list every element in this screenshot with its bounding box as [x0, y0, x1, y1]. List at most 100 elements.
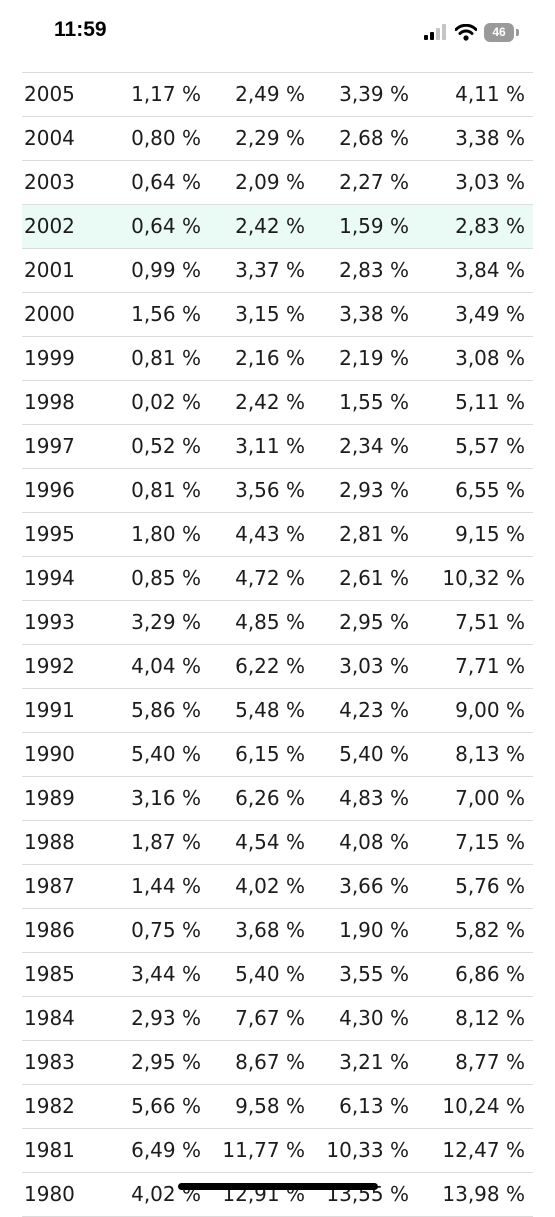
rate-cell-2: 5,48 % [235, 698, 305, 722]
rate-cell-4: 4,11 % [455, 82, 525, 106]
table-row: 1987 1,44 % 4,02 % 3,66 % 5,76 % [22, 865, 533, 909]
rate-cell-3: 2,34 % [339, 434, 409, 458]
year-cell: 1986 [24, 918, 75, 942]
rate-cell-2: 5,40 % [235, 962, 305, 986]
rate-cell-3: 2,83 % [339, 258, 409, 282]
year-cell: 1987 [24, 874, 75, 898]
rate-cell-1: 1,56 % [131, 302, 201, 326]
rate-cell-3: 2,19 % [339, 346, 409, 370]
table-body: 2005 1,17 % 2,49 % 3,39 % 4,11 % 2004 0,80 % 2,… [22, 73, 533, 1217]
rate-cell-3: 6,13 % [339, 1094, 409, 1118]
rate-cell-1: 2,95 % [131, 1050, 201, 1074]
year-cell: 1995 [24, 522, 75, 546]
rate-cell-4: 6,55 % [455, 478, 525, 502]
table-row: 1990 5,40 % 6,15 % 5,40 % 8,13 % [22, 733, 533, 777]
wifi-icon [455, 23, 477, 41]
rate-cell-4: 2,83 % [455, 214, 525, 238]
year-cell: 1984 [24, 1006, 75, 1030]
rate-cell-3: 5,40 % [339, 742, 409, 766]
rate-cell-1: 4,04 % [131, 654, 201, 678]
status-time: 11:59 [54, 18, 107, 41]
rate-cell-1: 5,66 % [131, 1094, 201, 1118]
rate-cell-1: 3,44 % [131, 962, 201, 986]
rate-cell-4: 10,24 % [442, 1094, 525, 1118]
table-top-divider [22, 72, 533, 73]
rate-cell-4: 8,13 % [455, 742, 525, 766]
rate-cell-1: 0,85 % [131, 566, 201, 590]
rate-cell-1: 0,75 % [131, 918, 201, 942]
rate-cell-3: 1,59 % [339, 214, 409, 238]
rate-cell-3: 3,66 % [339, 874, 409, 898]
rate-cell-2: 9,58 % [235, 1094, 305, 1118]
rate-cell-3: 10,33 % [326, 1138, 409, 1162]
year-cell: 2000 [24, 302, 75, 326]
table-row: 1996 0,81 % 3,56 % 2,93 % 6,55 % [22, 469, 533, 513]
year-cell: 1988 [24, 830, 75, 854]
table-row: 1992 4,04 % 6,22 % 3,03 % 7,71 % [22, 645, 533, 689]
rate-cell-4: 8,12 % [455, 1006, 525, 1030]
year-cell: 1989 [24, 786, 75, 810]
table-row: 1989 3,16 % 6,26 % 4,83 % 7,00 % [22, 777, 533, 821]
rate-cell-3: 1,55 % [339, 390, 409, 414]
rate-cell-4: 3,03 % [455, 170, 525, 194]
table-row: 1986 0,75 % 3,68 % 1,90 % 5,82 % [22, 909, 533, 953]
rate-cell-4: 9,00 % [455, 698, 525, 722]
year-cell: 2003 [24, 170, 75, 194]
rate-cell-4: 5,11 % [455, 390, 525, 414]
rate-cell-1: 6,49 % [131, 1138, 201, 1162]
table-row: 1997 0,52 % 3,11 % 2,34 % 5,57 % [22, 425, 533, 469]
rate-cell-4: 13,98 % [442, 1182, 525, 1206]
rate-cell-2: 6,22 % [235, 654, 305, 678]
rate-cell-4: 3,08 % [455, 346, 525, 370]
rate-cell-2: 2,42 % [235, 390, 305, 414]
year-cell: 2001 [24, 258, 75, 282]
cellular-signal-icon [424, 24, 446, 40]
table-row: 1985 3,44 % 5,40 % 3,55 % 6,86 % [22, 953, 533, 997]
year-cell: 1982 [24, 1094, 75, 1118]
table-row: 1988 1,87 % 4,54 % 4,08 % 7,15 % [22, 821, 533, 865]
table-row: 2000 1,56 % 3,15 % 3,38 % 3,49 % [22, 293, 533, 337]
rate-cell-2: 4,72 % [235, 566, 305, 590]
year-cell: 1992 [24, 654, 75, 678]
rate-cell-4: 3,49 % [455, 302, 525, 326]
rate-cell-2: 2,29 % [235, 126, 305, 150]
rate-cell-4: 7,15 % [455, 830, 525, 854]
rate-cell-3: 4,08 % [339, 830, 409, 854]
rate-cell-3: 3,39 % [339, 82, 409, 106]
rate-cell-4: 10,32 % [442, 566, 525, 590]
table-row: 2003 0,64 % 2,09 % 2,27 % 3,03 % [22, 161, 533, 205]
battery-indicator: 46 [484, 22, 514, 42]
rate-cell-1: 0,81 % [131, 346, 201, 370]
year-cell: 1999 [24, 346, 75, 370]
rate-cell-2: 4,54 % [235, 830, 305, 854]
rate-cell-1: 2,93 % [131, 1006, 201, 1030]
table-row: 1983 2,95 % 8,67 % 3,21 % 8,77 % [22, 1041, 533, 1085]
rate-cell-4: 5,76 % [455, 874, 525, 898]
rate-cell-1: 5,86 % [131, 698, 201, 722]
rate-cell-2: 6,15 % [235, 742, 305, 766]
battery-cap-icon [516, 28, 519, 36]
rate-cell-4: 9,15 % [455, 522, 525, 546]
rate-cell-1: 1,80 % [131, 522, 201, 546]
rate-cell-4: 7,71 % [455, 654, 525, 678]
year-cell: 1993 [24, 610, 75, 634]
rate-cell-1: 0,64 % [131, 214, 201, 238]
rate-cell-2: 3,15 % [235, 302, 305, 326]
rate-cell-4: 5,82 % [455, 918, 525, 942]
rate-cell-3: 2,93 % [339, 478, 409, 502]
rate-cell-1: 5,40 % [131, 742, 201, 766]
rate-cell-2: 3,37 % [235, 258, 305, 282]
year-cell: 1990 [24, 742, 75, 766]
year-cell: 1996 [24, 478, 75, 502]
home-indicator[interactable] [178, 1183, 378, 1190]
rate-cell-4: 3,38 % [455, 126, 525, 150]
data-table: 2005 1,17 % 2,49 % 3,39 % 4,11 % 2004 0,80 % 2,… [22, 72, 533, 1217]
rate-cell-1: 3,16 % [131, 786, 201, 810]
rate-cell-4: 3,84 % [455, 258, 525, 282]
rate-cell-3: 1,90 % [339, 918, 409, 942]
rate-cell-1: 1,87 % [131, 830, 201, 854]
rate-cell-4: 12,47 % [442, 1138, 525, 1162]
rate-cell-2: 3,68 % [235, 918, 305, 942]
year-cell: 1994 [24, 566, 75, 590]
rate-cell-1: 1,44 % [131, 874, 201, 898]
